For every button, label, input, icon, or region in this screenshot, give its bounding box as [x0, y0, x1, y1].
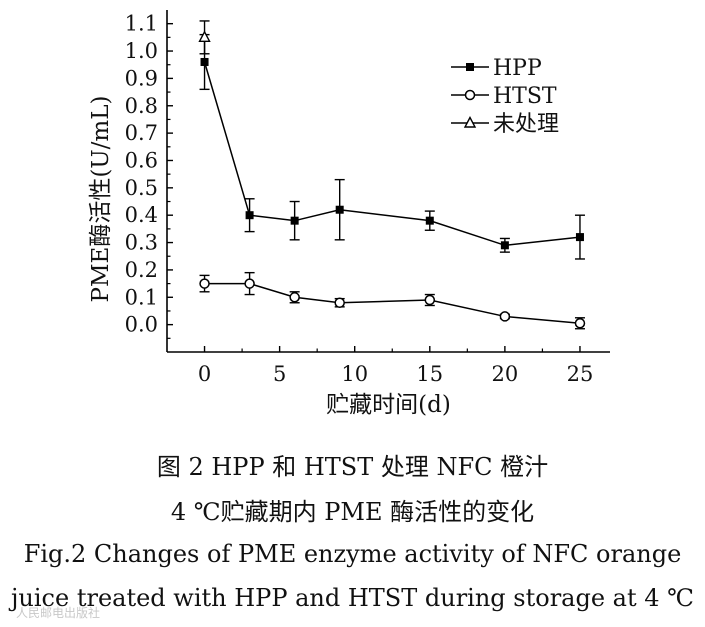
data-point	[290, 216, 299, 225]
legend-label: 未处理	[493, 112, 559, 137]
legend-entry: HTST	[451, 84, 557, 109]
y-tick-label: 0.1	[125, 285, 158, 309]
series-HTST	[199, 271, 586, 330]
data-point	[575, 233, 584, 242]
series-layer	[198, 20, 586, 330]
caption-en-line2: juice treated with HPP and HTST during s…	[10, 584, 695, 612]
data-point	[200, 57, 209, 66]
y-tick-label: 0.7	[125, 121, 158, 145]
caption-cn-line2: 4 ℃贮藏期内 PME 酶活性的变化	[170, 498, 535, 526]
y-tick-label: 1.0	[125, 39, 158, 63]
data-point	[335, 205, 344, 214]
series-未处理	[198, 20, 211, 55]
x-tick-label: 5	[273, 362, 286, 386]
y-tick-label: 0.3	[125, 231, 158, 255]
legend-label: HTST	[493, 84, 557, 109]
legend-entry: 未处理	[451, 112, 559, 137]
legend: HPP HTST 未处理	[451, 56, 559, 137]
watermark-text: 人民邮电出版社	[16, 606, 101, 620]
y-tick-label: 0.0	[125, 313, 158, 337]
y-tick-label: 0.2	[125, 258, 158, 282]
x-tick-label: 10	[341, 362, 368, 386]
data-point	[199, 278, 210, 289]
y-tick-label: 0.9	[125, 66, 158, 90]
caption-en-line1: Fig.2 Changes of PME enzyme activity of …	[23, 540, 682, 568]
data-point	[574, 318, 586, 329]
x-tick-label: 25	[567, 362, 594, 386]
data-point	[500, 241, 509, 250]
legend-marker	[463, 115, 477, 128]
data-point	[334, 297, 345, 309]
data-point	[424, 294, 436, 306]
caption-cn-line1: 图 2 HPP 和 HTST 处理 NFC 橙汁	[156, 453, 549, 481]
data-point	[499, 311, 511, 322]
y-tick-label: 0.8	[125, 94, 158, 118]
y-axis-title: PME酶活性(U/mL)	[88, 96, 114, 303]
data-point	[425, 216, 434, 225]
legend-entry: HPP	[451, 56, 542, 81]
y-tick-label: 0.5	[125, 176, 158, 200]
y-tick-label: 0.4	[125, 203, 158, 227]
y-tick-label: 1.1	[125, 12, 158, 36]
x-axis-title: 贮藏时间(d)	[326, 392, 451, 418]
legend-label: HPP	[493, 56, 542, 81]
x-tick-label: 15	[416, 362, 443, 386]
data-point	[198, 30, 211, 43]
series-line	[204, 282, 581, 325]
axes: 0.0 0.1 0.2 0.3 0.4 0.5 0.6 0.7 0.8 0.9 1.0 1.1 0 5 10…	[88, 10, 610, 418]
pme-activity-chart: 0.0 0.1 0.2 0.3 0.4 0.5 0.6 0.7 0.8 0.9 1.0 1.1 0 5 10…	[88, 10, 610, 418]
x-tick-label: 20	[492, 362, 519, 386]
data-point	[244, 278, 255, 289]
data-point	[289, 292, 300, 303]
y-tick-label: 0.6	[125, 148, 158, 172]
data-point	[245, 211, 254, 220]
legend-marker	[464, 89, 476, 101]
legend-marker	[466, 63, 474, 71]
x-tick-label: 0	[198, 362, 211, 386]
